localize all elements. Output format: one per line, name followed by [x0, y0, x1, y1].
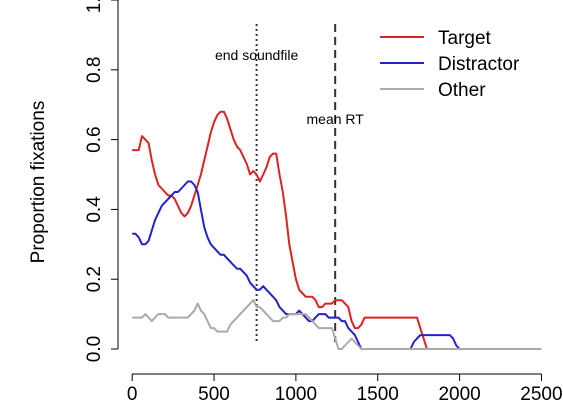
series-line-distractor: [132, 180, 542, 350]
series-line-target: [132, 110, 542, 350]
series-lines: [132, 110, 542, 350]
legend-label: Target: [438, 28, 492, 49]
y-tick-label: 0.0: [84, 336, 105, 362]
legend: Target Distractor Other: [380, 28, 520, 101]
y-tick-label: 0.6: [84, 126, 105, 152]
x-tick-label: 1500: [357, 384, 399, 405]
legend-label: Distractor: [438, 54, 520, 75]
vline-label: end soundfile: [215, 47, 299, 63]
y-axis-label: Proportion fixations: [28, 101, 49, 264]
x-tick-label: 1000: [275, 384, 317, 405]
x-tick-label: 0: [127, 384, 138, 405]
x-tick-label: 2500: [520, 384, 562, 405]
axes: 0 500 1000 1500 2000 2500 0.0 0.2 0.4 0.6 0.8 1.0: [84, 0, 563, 405]
y-tick-label: 0.2: [84, 266, 105, 292]
y-tick-label: 1.0: [84, 0, 105, 13]
y-tick-label: 0.8: [84, 57, 105, 83]
x-tick-label: 2000: [438, 384, 480, 405]
legend-label: Other: [438, 80, 486, 101]
series-line-other: [132, 299, 542, 350]
x-tick-label: 500: [198, 384, 230, 405]
vline-label: mean RT: [307, 111, 365, 127]
y-tick-label: 0.4: [84, 196, 105, 223]
reference-lines: end soundfile mean RT: [215, 24, 364, 342]
